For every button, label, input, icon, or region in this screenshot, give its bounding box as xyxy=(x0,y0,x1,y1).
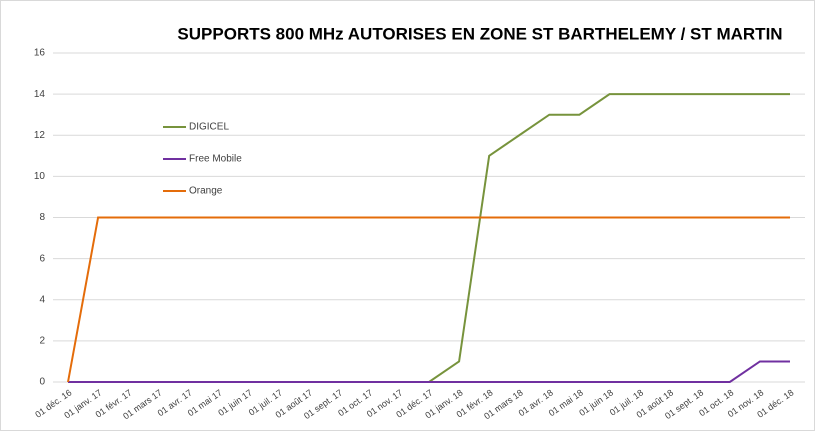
y-tick-label: 6 xyxy=(39,253,45,264)
y-tick-label: 10 xyxy=(34,171,46,182)
series-line xyxy=(67,216,790,383)
y-tick-label: 12 xyxy=(34,130,46,141)
y-tick-label: 4 xyxy=(39,294,45,305)
chart-title: SUPPORTS 800 MHz AUTORISES EN ZONE ST BA… xyxy=(177,24,782,43)
y-tick-label: 14 xyxy=(34,89,46,100)
y-tick-label: 16 xyxy=(34,48,46,59)
series-line xyxy=(68,360,790,383)
y-tick-label: 2 xyxy=(39,336,45,347)
y-tick-label: 8 xyxy=(39,212,45,223)
legend-label: Orange xyxy=(189,186,223,197)
legend-label: Free Mobile xyxy=(189,154,242,165)
y-tick-label: 0 xyxy=(39,377,45,388)
legend-label: DIGICEL xyxy=(189,122,229,133)
